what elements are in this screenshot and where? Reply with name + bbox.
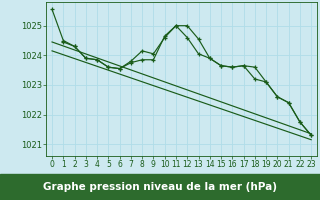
Text: Graphe pression niveau de la mer (hPa): Graphe pression niveau de la mer (hPa): [43, 182, 277, 192]
